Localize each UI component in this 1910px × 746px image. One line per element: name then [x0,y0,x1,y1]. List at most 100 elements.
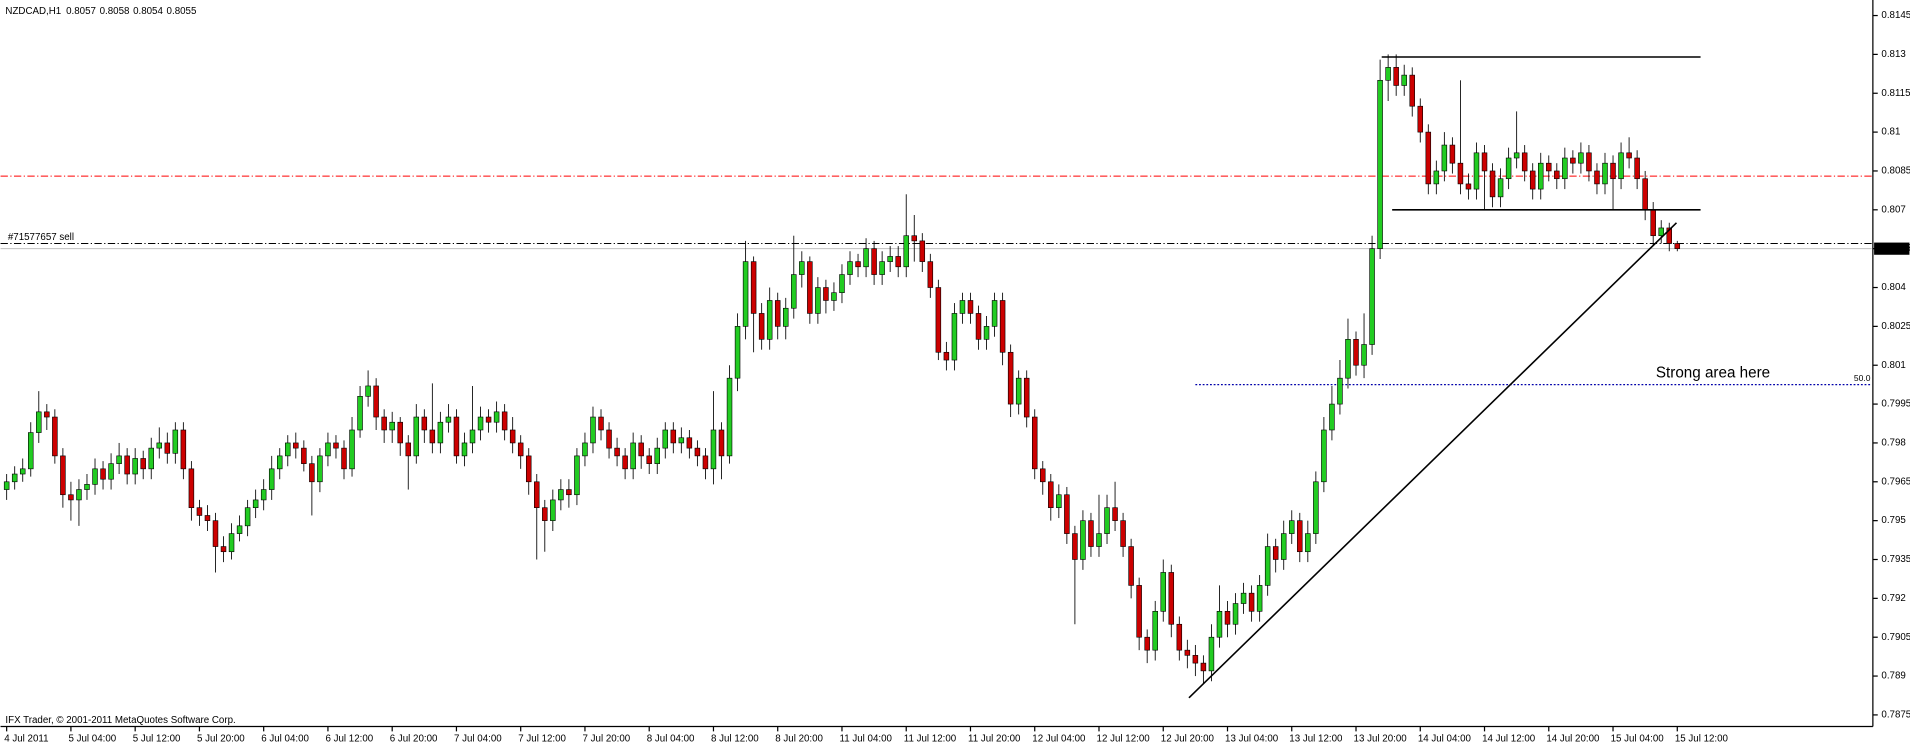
candle-body [558,489,564,501]
candle-body [19,468,26,475]
y-tick-label: 0.8025 [1881,321,1910,332]
candle-body [397,421,403,444]
candle-body [1369,248,1375,345]
candle-body [694,447,701,457]
candle-body [863,248,869,268]
candle-body [1152,611,1158,651]
candle-body [1200,662,1207,672]
candle-body [501,411,508,431]
candle-body [1642,178,1648,211]
y-tick-label: 0.7875 [1881,709,1910,720]
candle-body [52,416,58,457]
candle-body [903,235,909,268]
x-tick-label: 7 Jul 12:00 [518,733,566,744]
y-tick-label: 0.81 [1881,127,1900,138]
candle-body [983,326,990,340]
candle-body [1529,170,1536,190]
candle-body [1305,533,1311,553]
candle-body [84,484,90,490]
candle-body [1377,79,1383,249]
candle-body [36,411,42,433]
candle-body [100,468,106,480]
candle-body [654,447,660,464]
candle-body [799,261,805,275]
candle-body [1634,157,1640,180]
candle-body [1481,152,1488,172]
candle-body [1401,74,1407,86]
candle-body [244,507,251,527]
candle-body [943,351,950,361]
candle-body [1289,520,1295,534]
candle-body [437,421,444,444]
candle-body [405,442,411,457]
y-tick-label: 0.789 [1881,671,1905,682]
candle-body [638,442,644,457]
candle-body [1594,170,1600,185]
candle-body [461,442,468,457]
candle-body [1425,131,1432,185]
candle-body [124,455,130,475]
y-tick-label: 0.798 [1881,438,1905,449]
candle-body [662,429,669,449]
x-tick-label: 12 Jul 04:00 [1032,733,1086,744]
candle-body [92,468,98,485]
candle-body [1345,339,1351,379]
candle-body [1168,572,1175,625]
x-tick-label: 14 Jul 12:00 [1482,733,1536,744]
candle-body [44,411,50,418]
x-tick-label: 15 Jul 12:00 [1675,733,1729,744]
candle-body [999,300,1006,353]
candle-body [357,396,363,431]
candle-body [325,442,331,457]
candle-body [758,313,765,340]
x-tick-label: 12 Jul 20:00 [1161,733,1215,744]
x-tick-label: 8 Jul 12:00 [711,733,759,744]
candle-body [76,489,82,501]
candle-body [381,416,387,431]
candle-body [678,437,685,444]
candle-body [1120,520,1126,547]
candle-body [285,442,291,457]
candle-body [1361,344,1367,366]
candle-body [453,416,460,457]
candle-body [542,507,548,521]
candle-body [1136,585,1142,638]
y-tick-label: 0.792 [1881,593,1905,604]
price-tag [1874,242,1910,255]
candle-body [413,416,420,457]
candle-body [204,515,211,521]
candle-body [1489,170,1496,198]
candle-body [766,300,773,340]
x-tick-label: 14 Jul 20:00 [1546,733,1600,744]
candle-body [1321,429,1327,483]
candle-body [1313,481,1319,534]
candle-body [919,240,926,262]
candle-body [1554,170,1560,180]
candle-body [140,458,146,470]
candle-body [172,429,179,454]
y-tick-label: 0.801 [1881,360,1905,371]
y-tick-label: 0.8115 [1881,88,1910,99]
candle-body [1208,636,1215,672]
candle-body [646,455,652,464]
candle-body [1353,339,1359,366]
candle-body [895,256,901,268]
candle-body [116,455,122,464]
candle-body [726,377,733,457]
candle-body [108,463,114,480]
y-tick-label: 0.7965 [1881,476,1910,487]
low-price: 0.8054 [133,6,163,17]
y-tick-label: 0.7935 [1881,554,1910,565]
candle-body [1497,178,1504,198]
candle-body [228,533,235,553]
candle-body [1337,377,1343,405]
y-tick-label: 0.7905 [1881,632,1910,643]
candle-body [774,300,781,327]
y-tick-label: 0.804 [1881,282,1906,293]
candle-body [485,416,492,423]
candle-body [1513,152,1520,159]
candle-body [1104,507,1110,534]
candle-body [1666,227,1672,244]
high-price: 0.8058 [100,6,130,17]
